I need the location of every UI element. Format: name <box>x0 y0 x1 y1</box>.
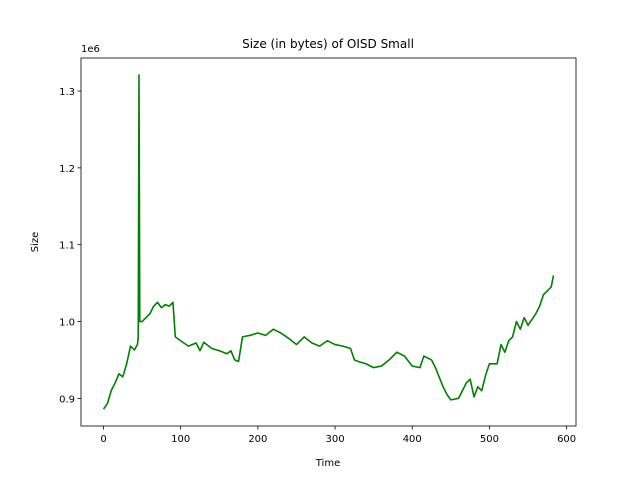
x-tick-label: 400 <box>403 434 422 445</box>
y-tick-label: 0.9 <box>59 394 75 405</box>
y-tick-label: 1.3 <box>59 87 75 98</box>
chart-title: Size (in bytes) of OISD Small <box>242 37 414 51</box>
x-tick-label: 200 <box>248 434 267 445</box>
data-line <box>102 74 555 410</box>
x-axis-label: Time <box>315 458 340 469</box>
x-tick-label: 300 <box>326 434 345 445</box>
plot-frame <box>80 57 577 427</box>
y-offset-label: 1e6 <box>81 44 100 55</box>
x-tick-label: 500 <box>480 434 499 445</box>
x-tick-label: 100 <box>171 434 190 445</box>
y-tick-label: 1.2 <box>59 164 75 175</box>
y-axis-label: Size <box>30 232 41 253</box>
y-tick-label: 1.1 <box>59 241 75 252</box>
y-tick-label: 1.0 <box>59 318 75 329</box>
x-tick-label: 600 <box>557 434 576 445</box>
x-tick-label: 0 <box>100 434 106 445</box>
